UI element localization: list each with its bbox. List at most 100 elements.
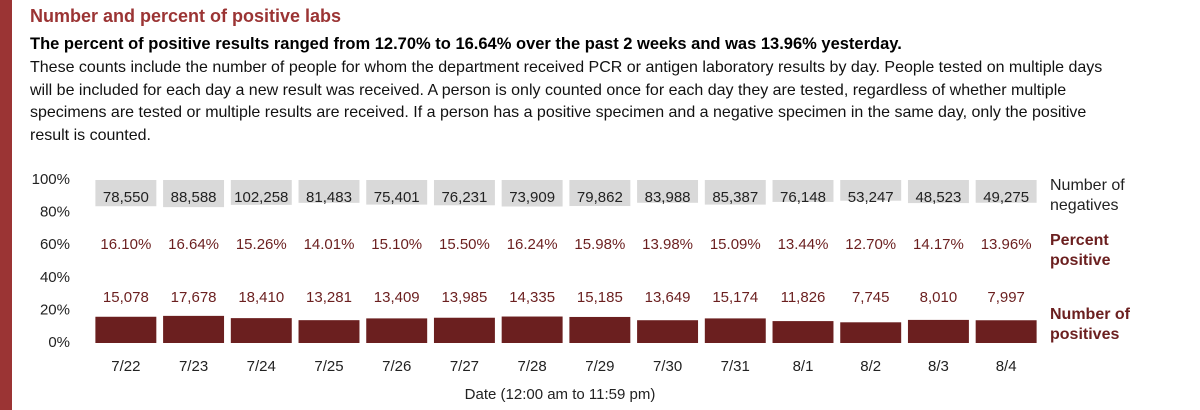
percent-label: 16.64% xyxy=(168,236,219,253)
x-tick-label: 7/30 xyxy=(653,358,682,375)
percent-label: 14.01% xyxy=(304,236,355,253)
positive-segment xyxy=(975,320,1037,343)
positives-label: 15,174 xyxy=(712,289,758,306)
positives-label: 13,409 xyxy=(374,289,420,306)
x-tick-label: 7/23 xyxy=(179,358,208,375)
negative-segment xyxy=(975,180,1037,203)
percent-label: 15.09% xyxy=(710,236,761,253)
percent-label: 15.26% xyxy=(236,236,287,253)
negatives-label: 81,483 xyxy=(306,189,352,206)
negatives-label: 76,231 xyxy=(441,189,487,206)
positives-label: 13,985 xyxy=(441,289,487,306)
positive-segment xyxy=(433,317,495,343)
percent-label: 15.50% xyxy=(439,236,490,253)
positive-segment xyxy=(501,316,563,343)
y-tick-label: 0% xyxy=(48,334,70,351)
negative-segment xyxy=(569,180,631,207)
y-tick-label: 20% xyxy=(40,301,70,318)
percent-label: 15.10% xyxy=(371,236,422,253)
positive-segment xyxy=(907,319,969,343)
negative-segment xyxy=(366,180,428,205)
legend-entry: Percent positive xyxy=(1050,232,1111,269)
positive-segment xyxy=(366,318,428,343)
negative-segment xyxy=(840,180,902,201)
positives-label: 17,678 xyxy=(171,289,217,306)
x-tick-label: 8/3 xyxy=(928,358,949,375)
negative-segment xyxy=(637,180,699,203)
percent-label: 13.98% xyxy=(642,236,693,253)
x-tick-label: 7/26 xyxy=(382,358,411,375)
negative-segment xyxy=(163,180,225,208)
positives-label: 18,410 xyxy=(238,289,284,306)
negatives-label: 102,258 xyxy=(234,189,288,206)
percent-label: 13.96% xyxy=(981,236,1032,253)
positive-segment xyxy=(840,322,902,343)
y-tick-label: 80% xyxy=(40,204,70,221)
x-tick-label: 7/24 xyxy=(247,358,276,375)
positives-label: 7,745 xyxy=(852,289,890,306)
x-tick-label: 7/25 xyxy=(314,358,343,375)
positives-label: 14,335 xyxy=(509,289,555,306)
y-tick-label: 60% xyxy=(40,236,70,253)
positives-label: 7,997 xyxy=(987,289,1025,306)
negatives-label: 49,275 xyxy=(983,189,1029,206)
chart-subtitle: The percent of positive results ranged f… xyxy=(30,35,902,53)
x-tick-label: 7/29 xyxy=(585,358,614,375)
x-tick-label: 8/4 xyxy=(996,358,1017,375)
negatives-label: 48,523 xyxy=(915,189,961,206)
x-tick-label: 8/2 xyxy=(860,358,881,375)
positive-segment xyxy=(569,316,631,343)
positives-label: 15,078 xyxy=(103,289,149,306)
percent-label: 15.98% xyxy=(574,236,625,253)
x-tick-label: 7/28 xyxy=(518,358,547,375)
negatives-label: 79,862 xyxy=(577,189,623,206)
negative-segment xyxy=(230,180,292,205)
negative-segment xyxy=(501,180,563,207)
negative-segment xyxy=(704,180,766,205)
y-tick-label: 100% xyxy=(32,171,70,188)
negatives-label: 76,148 xyxy=(780,189,826,206)
positive-segment xyxy=(95,316,157,343)
positive-segment xyxy=(637,320,699,343)
percent-label: 16.10% xyxy=(100,236,151,253)
positive-segment xyxy=(704,318,766,343)
negatives-label: 73,909 xyxy=(509,189,555,206)
x-tick-label: 7/31 xyxy=(721,358,750,375)
legend-entry: Number of negatives xyxy=(1050,177,1125,214)
percent-label: 16.24% xyxy=(507,236,558,253)
negative-segment xyxy=(433,180,495,206)
negative-segment xyxy=(907,180,969,204)
positive-segment xyxy=(772,321,834,343)
negative-segment xyxy=(298,180,360,203)
negative-segment xyxy=(772,180,834,202)
positive-segment xyxy=(298,320,360,343)
side-strip xyxy=(0,0,12,410)
positives-label: 13,649 xyxy=(645,289,691,306)
x-axis-label: Date (12:00 am to 11:59 pm) xyxy=(465,386,656,403)
negatives-label: 83,988 xyxy=(645,189,691,206)
positive-segment xyxy=(230,318,292,343)
negatives-label: 85,387 xyxy=(712,189,758,206)
positives-label: 15,185 xyxy=(577,289,623,306)
x-tick-label: 7/27 xyxy=(450,358,479,375)
positives-label: 8,010 xyxy=(920,289,958,306)
negative-segment xyxy=(95,180,157,207)
percent-label: 14.17% xyxy=(913,236,964,253)
description: These counts include the number of peopl… xyxy=(30,59,1103,144)
negatives-label: 78,550 xyxy=(103,189,149,206)
negatives-label: 75,401 xyxy=(374,189,420,206)
negatives-label: 88,588 xyxy=(171,189,217,206)
x-tick-label: 8/1 xyxy=(793,358,814,375)
x-tick-label: 7/22 xyxy=(111,358,140,375)
legend-entry: Number of positives xyxy=(1050,306,1130,343)
positive-segment xyxy=(163,315,225,343)
percent-label: 12.70% xyxy=(845,236,896,253)
negatives-label: 53,247 xyxy=(848,189,894,206)
y-tick-label: 40% xyxy=(40,269,70,286)
chart-title: Number and percent of positive labs xyxy=(30,6,342,26)
positives-label: 11,826 xyxy=(781,289,826,306)
percent-label: 13.44% xyxy=(778,236,829,253)
positives-label: 13,281 xyxy=(306,289,352,306)
